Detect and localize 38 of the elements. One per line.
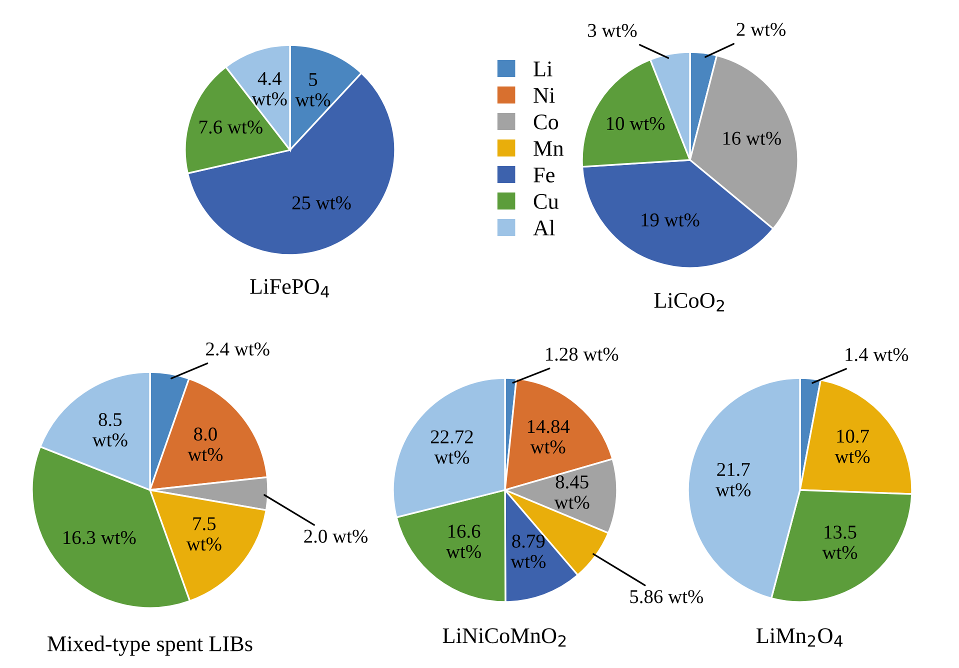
legend-label: Co (534, 114, 558, 130)
data-label: 10.7 wt% (834, 430, 870, 464)
data-label: 7.5 wt% (186, 517, 222, 551)
data-label: 5 wt% (295, 73, 330, 106)
text: LiCoO$_{2}$ (654, 293, 724, 312)
data-label: 16.3 wt% (64, 531, 136, 544)
legend-label: Ni (534, 88, 555, 103)
data-label: 13.5 wt% (822, 526, 858, 560)
text: LiFePO$_{4}$ (250, 279, 330, 298)
data-label: 10 wt% (607, 117, 665, 130)
data-label: 8.5 wt% (92, 413, 128, 447)
legend-label: Li (534, 62, 552, 76)
legend-label: Al (533, 220, 555, 236)
data-label: 4.4 wt% (252, 72, 287, 106)
legend-label: Mn (534, 141, 564, 156)
data-label: 5.86 wt% (630, 590, 704, 604)
data-label: 16 wt% (723, 132, 781, 145)
data-label: 2 wt% (736, 22, 786, 36)
data-label: 25 wt% (292, 196, 351, 210)
legend-label: Cu (534, 194, 559, 209)
data-label: 14.84 wt% (528, 420, 570, 454)
data-label: 16.6 wt% (446, 524, 481, 558)
data-label: 8.0 wt% (188, 428, 223, 462)
data-label: 8.45 wt% (554, 475, 590, 509)
data-label: 21.7 wt% (716, 462, 751, 496)
data-label: 8.79 wt% (510, 534, 546, 568)
data-label: 7.6 wt% (200, 120, 262, 134)
data-label: 1.4 wt% (846, 348, 908, 362)
data-label: 19 wt% (642, 213, 700, 227)
data-label: 22.72 wt% (430, 430, 473, 464)
text: Mixed-type spent LIBs (48, 636, 252, 656)
data-label: 1.28 wt% (546, 348, 618, 361)
data-label: 2.4 wt% (206, 342, 270, 356)
legend-label: Fe (534, 168, 554, 182)
data-label: 2.0 wt% (304, 530, 368, 543)
text: LiNiCoMnO$_{2}$ (442, 628, 566, 647)
data-label: 3 wt% (588, 24, 637, 38)
text: LiMn$_{2}$O$_{4}$ (756, 628, 843, 647)
